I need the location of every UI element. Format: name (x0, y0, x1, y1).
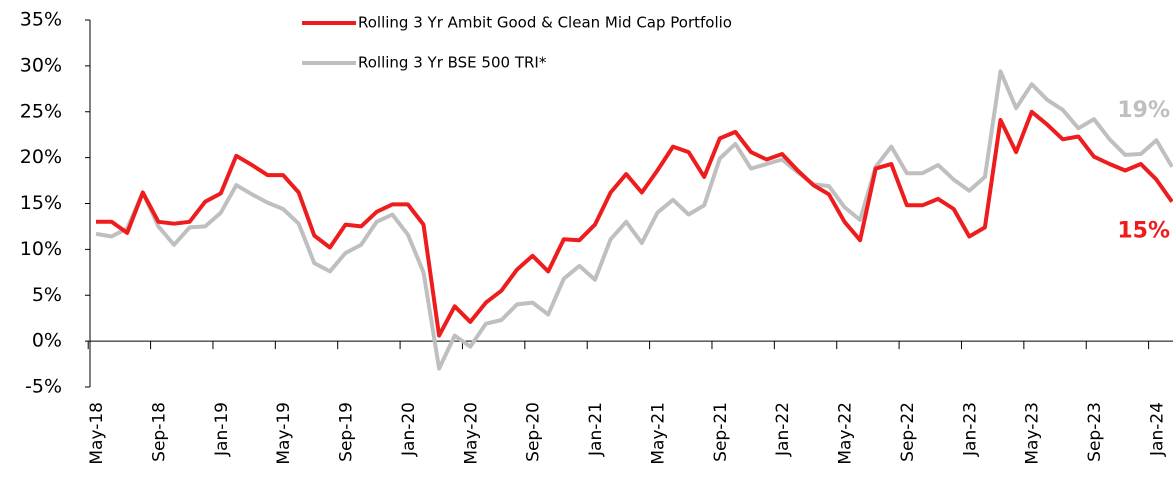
x-tick-label: Sep-19 (337, 402, 357, 462)
y-tick-label: 20% (20, 146, 62, 168)
series-line (96, 109, 1173, 338)
x-tick-label: Sep-18 (149, 402, 169, 462)
data-label: 19% (1117, 98, 1170, 123)
x-tick-label: Jan-20 (399, 402, 419, 457)
series-line (95, 69, 1173, 371)
x-tick-label: Jan-23 (960, 402, 980, 457)
x-tick-label: Jan-24 (1147, 402, 1167, 457)
x-tick-label: May-23 (1023, 402, 1043, 465)
x-tick-label: Sep-21 (711, 402, 731, 462)
legend-label: Rolling 3 Yr Ambit Good & Clean Mid Cap … (358, 14, 732, 32)
x-tick-label: Sep-23 (1085, 402, 1105, 462)
x-tick-label: May-22 (836, 402, 856, 465)
y-tick-label: 25% (20, 100, 62, 122)
x-tick-label: May-20 (461, 402, 481, 465)
x-tick-label: Sep-20 (524, 402, 544, 462)
y-tick-label: 30% (20, 54, 62, 76)
x-tick-label: May-18 (87, 402, 107, 465)
x-tick-label: Jan-22 (773, 402, 793, 457)
x-tick-label: May-19 (274, 402, 294, 465)
legend-label: Rolling 3 Yr BSE 500 TRI* (358, 54, 547, 72)
y-tick-label: -5% (25, 376, 62, 398)
x-tick-label: Jan-19 (212, 402, 232, 457)
x-tick-label: May-21 (648, 402, 668, 465)
y-tick-label: 35% (20, 9, 62, 31)
y-tick-label: 15% (20, 192, 62, 214)
y-tick-label: 0% (32, 330, 62, 352)
x-tick-label: Sep-22 (898, 402, 918, 462)
y-tick-label: 10% (20, 238, 62, 260)
data-label: 15% (1117, 219, 1170, 244)
x-tick-label: Jan-21 (586, 402, 606, 457)
y-tick-label: 5% (32, 284, 62, 306)
